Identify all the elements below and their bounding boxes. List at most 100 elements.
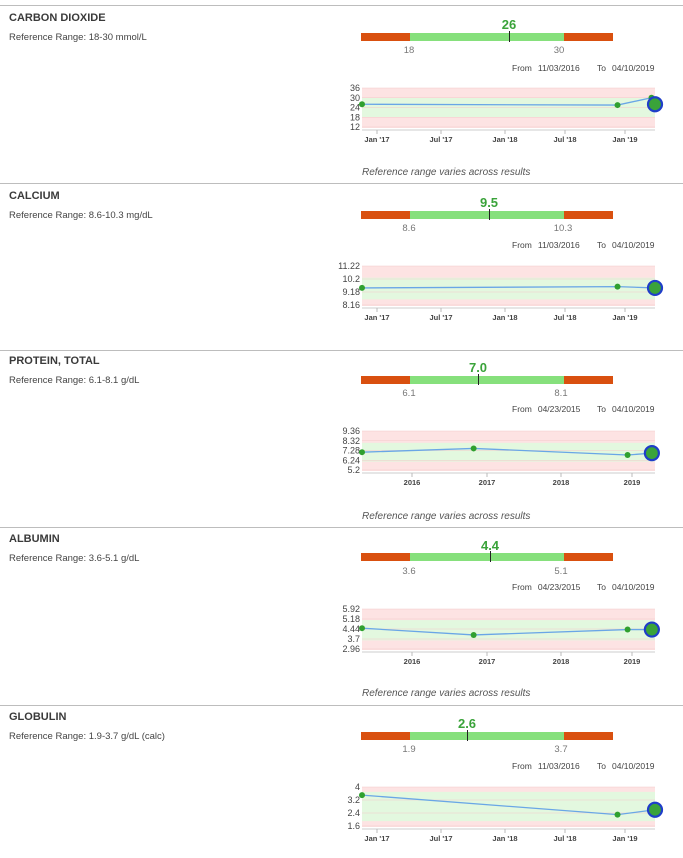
range-bar-normal <box>410 732 564 740</box>
from-date: 04/23/2015 <box>537 404 581 414</box>
value-marker <box>509 31 510 42</box>
current-value: 7.0 <box>468 360 488 375</box>
range-bar <box>361 211 613 219</box>
reference-range: Reference Range: 6.1-8.1 g/dL <box>9 375 140 386</box>
data-point <box>359 792 365 799</box>
from-date: 11/03/2016 <box>537 240 580 250</box>
y-tick-label: 8.32 <box>342 436 360 446</box>
date-from: From 04/23/2015 <box>512 404 580 414</box>
current-value: 2.6 <box>457 716 477 731</box>
y-tick-label: 11.22 <box>338 261 360 271</box>
current-value: 4.4 <box>480 538 500 553</box>
section-divider <box>0 350 683 351</box>
y-tick-label: 1.6 <box>347 821 360 831</box>
range-bar-high <box>564 33 613 41</box>
date-to: To 04/10/2019 <box>597 240 655 250</box>
section-divider <box>0 527 683 528</box>
y-tick-label: 9.18 <box>342 287 360 297</box>
from-date: 11/03/2016 <box>537 761 580 771</box>
section-divider <box>0 705 683 706</box>
date-from: From 11/03/2016 <box>512 240 580 250</box>
range-high-label: 10.3 <box>553 223 573 234</box>
data-point <box>359 625 365 632</box>
value-marker <box>490 551 491 562</box>
y-tick-label: 2.96 <box>342 644 360 654</box>
reference-range: Reference Range: 1.9-3.7 g/dL (calc) <box>9 731 165 742</box>
trend-chart: 9.368.327.286.245.2 2016 2017 2018 2019 <box>342 426 660 487</box>
y-tick-label: 5.92 <box>342 604 360 614</box>
trend-chart: 5.925.184.443.72.96 2016 2017 2018 2019 <box>342 604 660 666</box>
range-high-label: 5.1 <box>554 566 568 577</box>
x-tick-label: 2019 <box>624 657 641 666</box>
data-point <box>624 626 631 633</box>
to-date: 04/10/2019 <box>611 761 655 771</box>
range-bar-low <box>361 553 410 561</box>
y-tick-label: 5.2 <box>347 465 360 475</box>
x-tick-label: Jan '18 <box>492 313 517 322</box>
date-to: To 04/10/2019 <box>597 582 655 592</box>
from-label: From <box>512 761 532 771</box>
latest-result-point <box>646 279 664 297</box>
date-to: To 04/10/2019 <box>597 404 655 414</box>
value-marker <box>467 730 468 741</box>
y-tick-label: 30 <box>350 93 360 103</box>
to-label: To <box>597 404 606 414</box>
to-label: To <box>597 63 606 73</box>
date-to: To 04/10/2019 <box>597 63 655 73</box>
range-bar-high <box>564 376 613 384</box>
range-bar <box>361 33 613 41</box>
range-note: Reference range varies across results <box>362 511 531 522</box>
date-to: To 04/10/2019 <box>597 761 655 771</box>
range-bar-normal <box>410 211 564 219</box>
y-tick-label: 18 <box>350 112 360 122</box>
range-low-label: 8.6 <box>402 223 416 234</box>
current-value: 9.5 <box>479 195 499 210</box>
x-tick-label: 2018 <box>553 478 570 487</box>
to-label: To <box>597 761 606 771</box>
date-from: From 04/23/2015 <box>512 582 580 592</box>
range-high-label: 30 <box>553 45 565 56</box>
test-name: GLOBULIN <box>9 711 67 723</box>
range-bar-normal <box>410 33 564 41</box>
reference-range: Reference Range: 18-30 mmol/L <box>9 32 147 43</box>
to-label: To <box>597 582 606 592</box>
data-point <box>624 452 631 458</box>
range-bar-low <box>361 33 410 41</box>
data-point <box>614 811 621 818</box>
x-tick-label: Jul '17 <box>429 834 452 843</box>
range-note: Reference range varies across results <box>362 688 531 699</box>
data-point <box>614 283 621 290</box>
value-marker <box>478 374 479 385</box>
x-tick-label: Jan '19 <box>612 834 637 843</box>
x-tick-label: Jan '19 <box>612 135 637 144</box>
y-tick-label: 9.36 <box>342 426 360 436</box>
y-tick-label: 4 <box>355 782 360 792</box>
x-tick-label: 2017 <box>479 478 496 487</box>
y-tick-label: 2.4 <box>347 808 360 818</box>
y-tick-label: 4.44 <box>342 624 360 634</box>
x-tick-label: Jul '17 <box>429 135 452 144</box>
normal-range-band <box>362 442 655 462</box>
x-tick-label: Jan '18 <box>492 135 517 144</box>
range-bar-normal <box>410 376 564 384</box>
x-tick-label: Jan '17 <box>364 313 389 322</box>
trend-chart: 11.22 10.2 9.18 8.16 Jan '17 Jul '17 Jan '18 Ju… <box>338 261 664 322</box>
test-name: PROTEIN, TOTAL <box>9 355 100 367</box>
current-value: 26 <box>501 17 517 32</box>
range-bar-low <box>361 376 410 384</box>
data-point <box>359 284 365 291</box>
reference-range: Reference Range: 3.6-5.1 g/dL <box>9 553 140 564</box>
latest-result-point <box>646 96 664 113</box>
x-tick-label: Jul '17 <box>429 313 452 322</box>
range-bar <box>361 553 613 561</box>
data-point <box>470 445 477 452</box>
x-tick-label: 2018 <box>553 657 570 666</box>
range-bar <box>361 376 613 384</box>
range-bar-normal <box>410 553 564 561</box>
from-label: From <box>512 582 532 592</box>
range-low-label: 1.9 <box>402 744 416 755</box>
y-tick-label: 3.7 <box>347 634 360 644</box>
date-from: From 11/03/2016 <box>512 761 580 771</box>
range-high-label: 3.7 <box>554 744 568 755</box>
range-bar-low <box>361 211 410 219</box>
